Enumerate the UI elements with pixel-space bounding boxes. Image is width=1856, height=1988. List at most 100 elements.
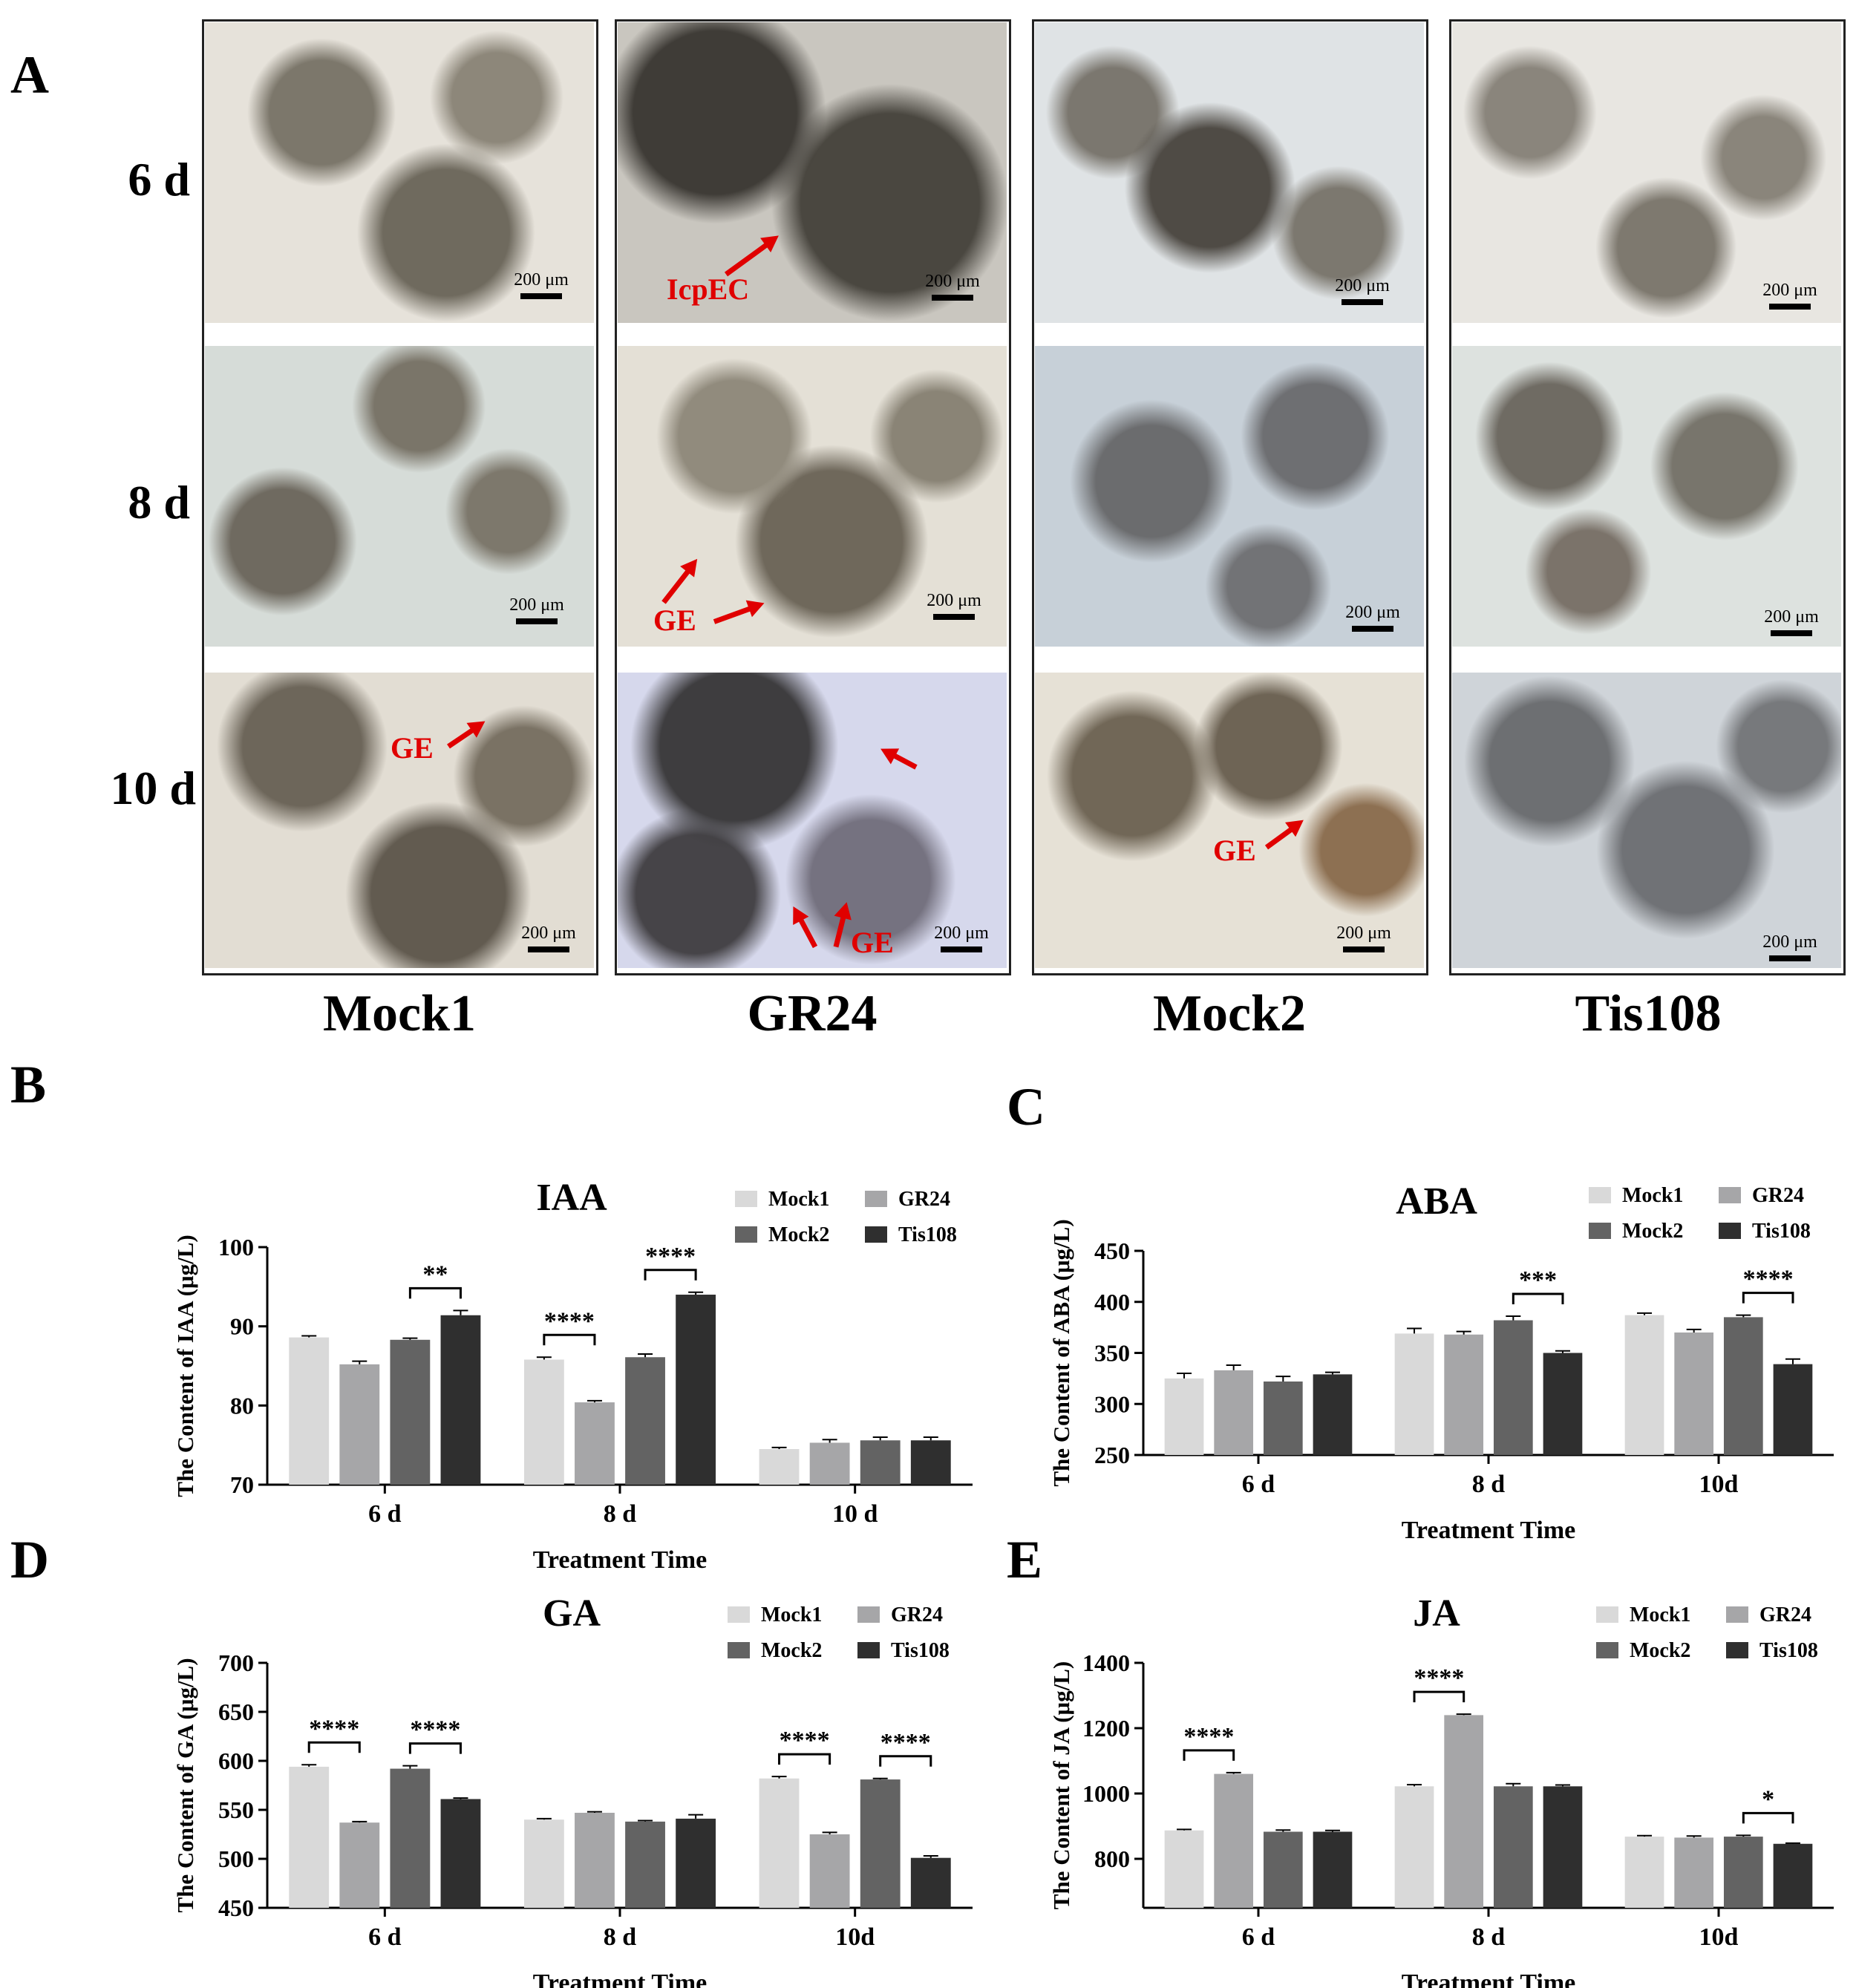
bar [860, 1440, 901, 1485]
significance-bracket [1742, 1292, 1794, 1304]
bar [440, 1315, 481, 1485]
panel-letter-d: D [10, 1530, 49, 1589]
x-tick-label: 8 d [1472, 1923, 1506, 1951]
significance-label: **** [544, 1307, 595, 1335]
scale-bar-mock1-10d: 200 μm [500, 923, 597, 952]
bar [759, 1449, 800, 1485]
legend-label: Mock1 [761, 1603, 822, 1626]
legend-label: Mock1 [1622, 1184, 1683, 1207]
significance-label: **** [410, 1716, 460, 1744]
micrograph-mock1-10d [205, 673, 594, 968]
micrograph-gr24-10d [618, 673, 1007, 968]
bar [390, 1339, 431, 1485]
bar [575, 1812, 615, 1908]
bar [575, 1402, 615, 1485]
y-axis-label: The Content of GA (μg/L) [172, 1658, 198, 1912]
chart-ja: JA Mock1 GR24 Mock2 Tis108 800 1000 1200 1400 The… [1048, 1592, 1834, 1988]
y-tick-label: 500 [218, 1845, 254, 1872]
chart-iaa: IAA Mock1 GR24 Mock2 Tis108 70 80 90 100 The Cont… [172, 1177, 973, 1574]
x-tick-label: 6 d [1242, 1923, 1275, 1951]
y-tick-label: 100 [218, 1234, 254, 1261]
bar [1164, 1830, 1204, 1908]
panel-letter-c: C [1007, 1077, 1045, 1137]
legend-swatch [1596, 1606, 1618, 1623]
scale-bar-mock1-8d: 200 μm [488, 595, 585, 624]
legend-label: Mock1 [768, 1188, 829, 1211]
y-tick-label: 400 [1094, 1289, 1130, 1315]
legend-label: Tis108 [898, 1223, 957, 1246]
bar [910, 1857, 951, 1908]
legend-swatch [1719, 1223, 1741, 1239]
legend-label: GR24 [1752, 1184, 1804, 1207]
bar [523, 1819, 564, 1908]
legend-swatch [735, 1226, 757, 1243]
bar [390, 1768, 431, 1908]
legend-label: Mock2 [768, 1223, 829, 1246]
bar [1723, 1317, 1763, 1455]
chart-title: IAA [536, 1177, 607, 1219]
legend-label: Mock1 [1630, 1603, 1690, 1626]
y-tick-label: 650 [218, 1698, 254, 1725]
significance-bracket [879, 1755, 932, 1767]
bar [339, 1364, 380, 1485]
x-tick-label: 8 d [604, 1923, 637, 1951]
x-axis-label: Treatment Time [533, 1546, 708, 1574]
y-tick-label: 70 [230, 1471, 254, 1498]
significance-bracket [543, 1333, 596, 1346]
x-tick-label: 10d [1699, 1471, 1739, 1498]
bar [1263, 1831, 1303, 1908]
y-tick-label: 450 [1094, 1237, 1130, 1264]
y-tick-label: 350 [1094, 1340, 1130, 1367]
y-tick-label: 80 [230, 1392, 254, 1419]
legend-swatch [857, 1642, 880, 1658]
bar [289, 1337, 330, 1485]
bar [1394, 1786, 1434, 1908]
scale-bar-gr24-10d: 200 μm [913, 923, 1010, 952]
legend-label: GR24 [891, 1603, 943, 1626]
scale-bar-mock1-6d: 200 μm [493, 270, 589, 299]
bar [625, 1357, 665, 1485]
bar [1723, 1837, 1763, 1908]
scale-bar-mock2-8d: 200 μm [1324, 603, 1421, 632]
micrograph-mock1-6d [205, 22, 594, 323]
bar [440, 1799, 481, 1908]
significance-label: **** [1743, 1266, 1794, 1293]
chart-title: ABA [1396, 1180, 1477, 1223]
bar [1444, 1334, 1484, 1455]
significance-label: **** [1183, 1723, 1234, 1750]
bar [1313, 1374, 1353, 1455]
bar [1214, 1773, 1254, 1908]
annotation-ge-gr24-8d: GE [653, 604, 696, 637]
chart-aba: ABA Mock1 GR24 Mock2 Tis108 250 300 350 400 450 Th… [1048, 1180, 1834, 1544]
y-tick-label: 1000 [1082, 1780, 1130, 1807]
bar [1493, 1320, 1533, 1455]
row-label-8d: 8 d [128, 476, 190, 529]
y-axis-label: The Content of JA (μg/L) [1048, 1661, 1074, 1909]
bar [1543, 1353, 1583, 1455]
panel-letter-e: E [1007, 1530, 1043, 1589]
legend-label: Tis108 [891, 1639, 950, 1662]
y-tick-label: 90 [230, 1313, 254, 1340]
bar [1624, 1315, 1664, 1455]
scale-bar-tis108-10d: 200 μm [1742, 932, 1838, 961]
bar [809, 1834, 850, 1908]
micrograph-gr24-6d [618, 22, 1007, 323]
legend-swatch [728, 1606, 750, 1623]
significance-bracket [1183, 1749, 1235, 1761]
legend-label: GR24 [898, 1188, 950, 1211]
significance-label: ** [422, 1261, 448, 1288]
legend-label: Tis108 [1752, 1220, 1811, 1243]
legend-swatch [1719, 1187, 1741, 1203]
x-tick-label: 10d [1699, 1923, 1739, 1951]
column-label-tis108: Tis108 [1575, 985, 1722, 1042]
legend-label: GR24 [1759, 1603, 1811, 1626]
significance-bracket [408, 1742, 462, 1754]
bar [1543, 1786, 1583, 1908]
y-axis-label: The Content of ABA (μg/L) [1048, 1219, 1074, 1486]
legend-swatch [1596, 1642, 1618, 1658]
bar [1444, 1715, 1484, 1908]
legend-swatch [1589, 1187, 1611, 1203]
x-tick-label: 6 d [368, 1923, 402, 1951]
chart-ga: GA Mock1 GR24 Mock2 Tis108 450 500 550 600 650 700… [172, 1592, 973, 1988]
legend-label: Mock2 [1630, 1639, 1690, 1662]
